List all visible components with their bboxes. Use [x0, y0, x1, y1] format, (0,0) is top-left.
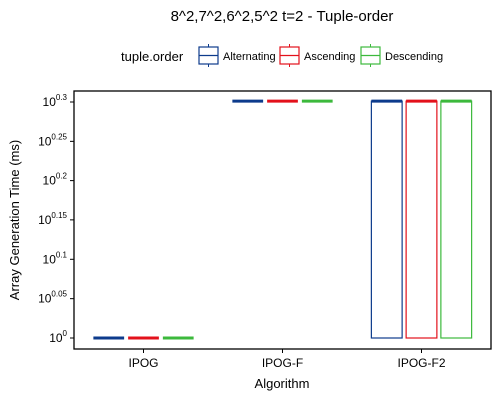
y-tick-label: 100 — [49, 329, 67, 345]
x-axis-title: Algorithm — [255, 376, 310, 391]
legend-entry-ascending: Ascending — [279, 44, 355, 67]
y-axis: 100 100.05 100.1 100.15 100.2 100.25 100.3 — [38, 93, 74, 345]
y-tick-label: 100.3 — [43, 93, 68, 109]
legend: tuple.order Alternating Ascending Descendi… — [121, 44, 443, 67]
legend-label: Descending — [385, 51, 443, 63]
legend-label: Ascending — [304, 51, 355, 63]
legend-key — [360, 44, 381, 67]
chart-title: 8^2,7^2,6^2,5^2 t=2 - Tuple-order — [171, 8, 394, 25]
y-tick-label: 100.15 — [38, 211, 67, 227]
legend-label: Alternating — [223, 51, 276, 63]
box-ascending-ipog-f2 — [405, 99, 438, 339]
y-tick-label: 100.05 — [38, 290, 67, 306]
legend-entry-alternating: Alternating — [198, 44, 276, 67]
boxes — [93, 99, 473, 340]
x-axis: IPOG IPOG-F IPOG-F2 — [128, 349, 446, 370]
y-tick-label: 100.1 — [43, 250, 68, 266]
legend-key — [198, 44, 219, 67]
legend-key — [279, 44, 300, 67]
box-alternating-ipog-f2 — [370, 99, 403, 339]
x-tick-label: IPOG — [128, 356, 158, 370]
y-tick-label: 100.2 — [43, 172, 68, 188]
y-tick-label: 100.25 — [38, 132, 67, 148]
box-descending-ipog-f2 — [440, 99, 473, 339]
x-tick-label: IPOG-F2 — [397, 356, 445, 370]
legend-entry-descending: Descending — [360, 44, 443, 67]
x-tick-label: IPOG-F — [262, 356, 303, 370]
legend-title: tuple.order — [121, 49, 184, 64]
y-axis-title: Array Generation Time (ms) — [7, 140, 22, 300]
